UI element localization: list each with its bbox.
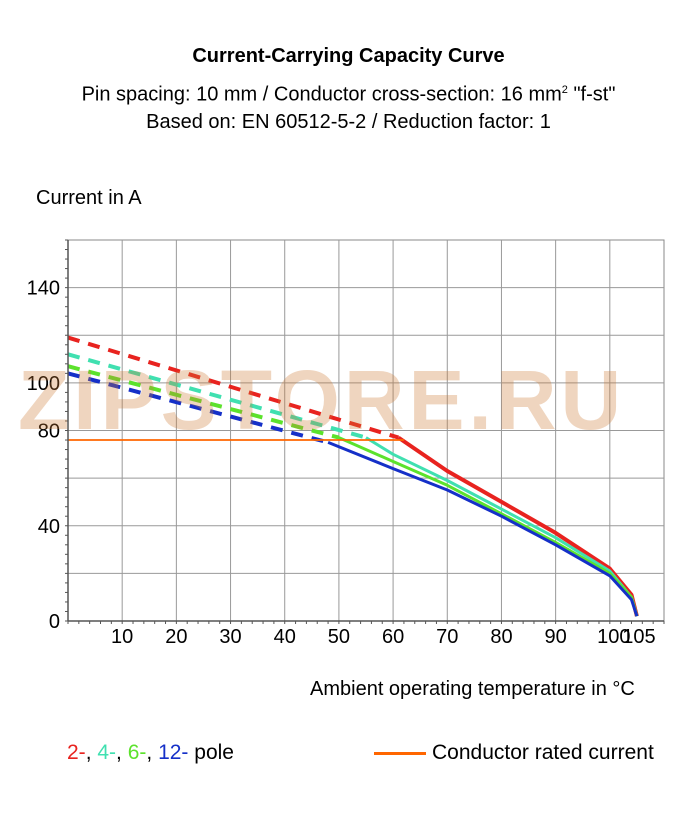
series-dashed-2-pole bbox=[67, 335, 400, 440]
legend-pole-item: 12- bbox=[158, 741, 189, 764]
x-tick-label: 90 bbox=[545, 626, 567, 648]
legend-pole-item: 2- bbox=[67, 741, 86, 764]
subtitle-text: Pin spacing: 10 mm / Conductor cross-sec… bbox=[81, 83, 562, 106]
legend-pole-item: , bbox=[85, 741, 98, 764]
x-tick-label: 80 bbox=[490, 626, 512, 648]
series-line-6-pole bbox=[338, 436, 639, 617]
y-tick-label: 80 bbox=[38, 421, 60, 443]
chart-title: Current-Carrying Capacity Curve bbox=[192, 45, 505, 67]
x-tick-label: 20 bbox=[165, 626, 187, 648]
series-dashed-12-pole bbox=[67, 371, 329, 445]
series-dashed-4-pole bbox=[67, 352, 367, 440]
subtitle-superscript: 2 bbox=[561, 84, 568, 96]
subtitle-suffix: "f-st" bbox=[567, 83, 616, 106]
series-line-12-pole bbox=[327, 441, 639, 617]
x-tick-label: 50 bbox=[328, 626, 350, 648]
chart-grid bbox=[67, 239, 665, 622]
y-tick-label: 100 bbox=[27, 373, 60, 395]
x-tick-label: 30 bbox=[219, 626, 241, 648]
legend-rated-current: Conductor rated current bbox=[374, 741, 654, 765]
chart-subtitle-standard: Based on: EN 60512-5-2 / Reduction facto… bbox=[146, 111, 551, 133]
y-tick-label: 40 bbox=[38, 516, 60, 538]
y-axis-label: Current in A bbox=[36, 187, 142, 209]
chart-subtitle-pin-spacing: Pin spacing: 10 mm / Conductor cross-sec… bbox=[0, 78, 697, 107]
x-tick-label: 60 bbox=[382, 626, 404, 648]
x-axis-label: Ambient operating temperature in °C bbox=[310, 678, 635, 700]
legend-rated-label: Conductor rated current bbox=[432, 741, 654, 764]
y-tick-label: 140 bbox=[27, 278, 60, 300]
x-tick-label: 105 bbox=[622, 626, 655, 648]
x-tick-label: 10 bbox=[111, 626, 133, 648]
x-tick-label: 40 bbox=[274, 626, 296, 648]
x-tick-label: 70 bbox=[436, 626, 458, 648]
legend-pole-item: pole bbox=[188, 741, 234, 764]
series-line-2-pole bbox=[397, 435, 639, 617]
series-dashed-6-pole bbox=[67, 364, 340, 440]
legend-pole-item: , bbox=[116, 741, 128, 764]
chart-series bbox=[67, 335, 639, 617]
legend-pole-item: 6- bbox=[127, 741, 147, 764]
legend-pole-item: , bbox=[146, 741, 159, 764]
y-tick-label: 0 bbox=[49, 611, 60, 633]
legend-rated-line bbox=[374, 751, 426, 755]
legend-pole-item: 4- bbox=[97, 741, 117, 764]
legend-pole-counts: 2-, 4-, 6-, 12- pole bbox=[67, 741, 234, 765]
chart-axes bbox=[65, 239, 665, 624]
x-tick-label: 100 bbox=[597, 626, 630, 648]
